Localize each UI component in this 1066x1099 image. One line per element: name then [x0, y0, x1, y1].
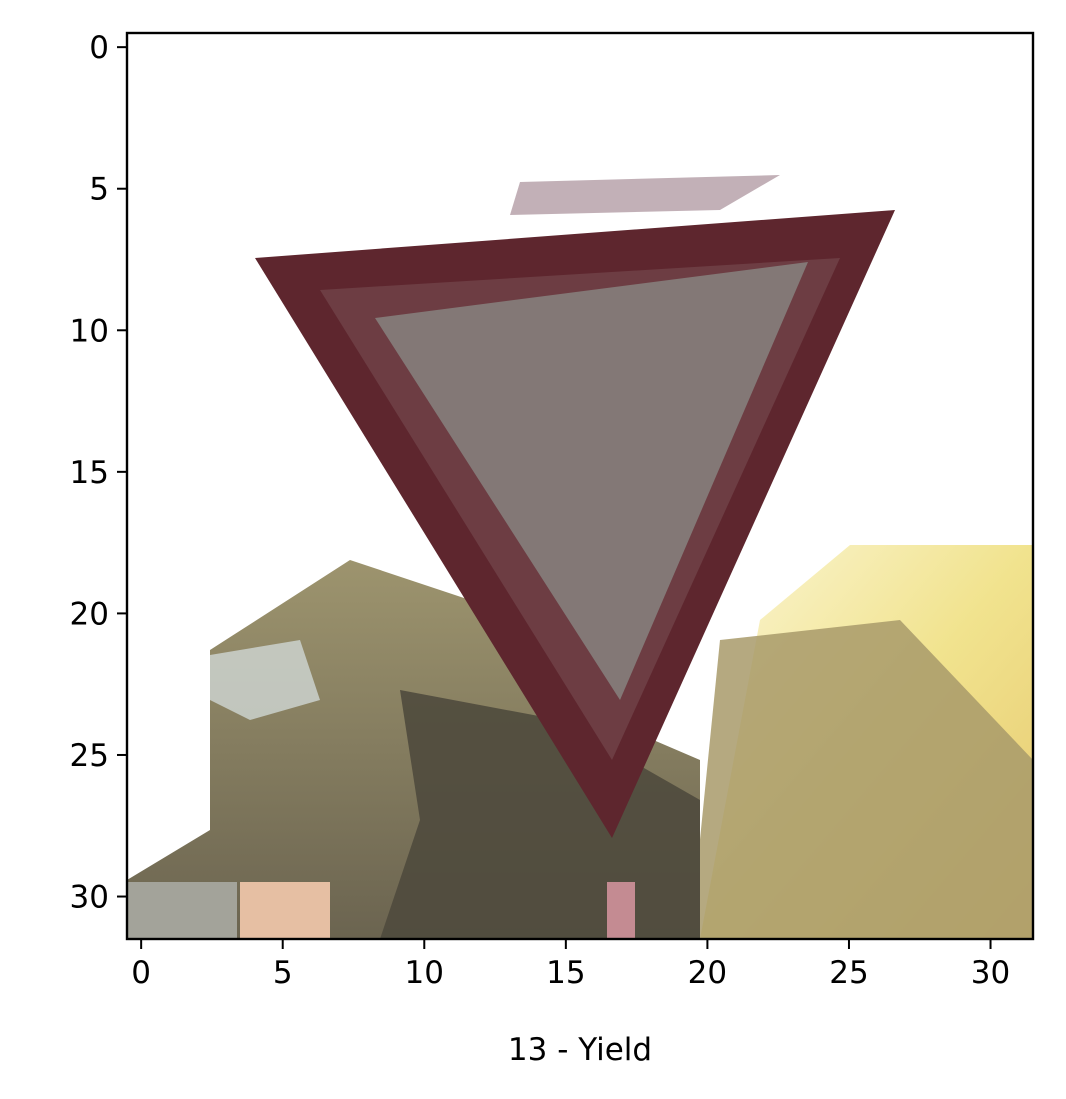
x-tick-label: 30 [971, 955, 1010, 991]
plot-frame [125, 31, 1035, 941]
sign-fill [375, 262, 808, 700]
right-foliage-olive [690, 620, 1033, 939]
sign-highlight [510, 175, 780, 215]
x-tick-label: 25 [829, 955, 868, 991]
x-tick-label: 10 [405, 955, 444, 991]
y-tick-label: 10 [70, 313, 109, 349]
x-tick-label: 20 [688, 955, 727, 991]
light-patch [210, 640, 320, 720]
x-axis-ticks: 0 5 10 15 20 25 30 [131, 939, 1010, 991]
dark-ground [380, 690, 700, 939]
pixel-image [127, 33, 1033, 939]
y-tick-label: 30 [70, 880, 109, 916]
y-axis-ticks: 0 5 10 15 20 25 30 [70, 30, 127, 916]
y-tick-label: 15 [70, 455, 109, 491]
y-tick-label: 5 [89, 172, 109, 208]
y-tick-label: 20 [70, 596, 109, 632]
pink-patch [607, 882, 635, 939]
x-axis-label: 13 - Yield [508, 1032, 652, 1068]
y-tick-label: 0 [89, 30, 109, 66]
tan-patch [240, 882, 330, 939]
y-tick-label: 25 [70, 738, 109, 774]
x-tick-label: 0 [131, 955, 151, 991]
grey-patch [127, 882, 237, 939]
x-tick-label: 15 [546, 955, 585, 991]
x-tick-label: 5 [273, 955, 293, 991]
